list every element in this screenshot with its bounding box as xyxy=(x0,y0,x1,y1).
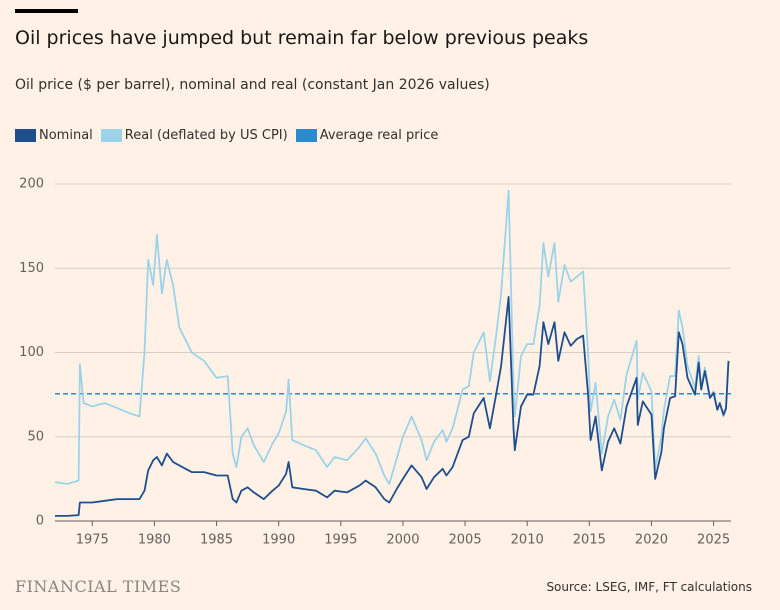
x-tick-label: 2000 xyxy=(386,533,419,548)
legend-item: Nominal xyxy=(15,128,93,143)
x-tick-label: 1990 xyxy=(262,533,295,548)
x-tick-label: 1975 xyxy=(76,533,109,548)
chart-subtitle: Oil price ($ per barrel), nominal and re… xyxy=(15,77,490,93)
x-tick-label: 2010 xyxy=(511,533,544,548)
x-tick-label: 2015 xyxy=(573,533,606,548)
y-tick-label: 100 xyxy=(19,345,44,360)
x-tick-label: 1980 xyxy=(138,533,171,548)
legend-swatch xyxy=(295,129,317,142)
y-tick-label: 200 xyxy=(19,177,44,192)
x-tick-label: 1985 xyxy=(200,533,233,548)
chart-title: Oil prices have jumped but remain far be… xyxy=(15,27,589,49)
source: Source: LSEG, IMF, FT calculations xyxy=(546,580,752,594)
legend-label: Nominal xyxy=(39,128,93,143)
x-tick-label: 2020 xyxy=(635,533,668,548)
y-tick-label: 0 xyxy=(36,514,44,529)
y-tick-label: 50 xyxy=(27,429,44,444)
x-tick-label: 2025 xyxy=(697,533,730,548)
y-tick-label: 150 xyxy=(19,261,44,276)
top-bar xyxy=(15,9,78,13)
legend: Nominal Real (deflated by US CPI) Average … xyxy=(15,128,438,143)
legend-swatch xyxy=(100,129,122,142)
series-line xyxy=(55,296,730,517)
legend-item: Real (deflated by US CPI) xyxy=(100,128,288,143)
x-tick-label: 2005 xyxy=(449,533,482,548)
legend-label: Real (deflated by US CPI) xyxy=(124,128,288,143)
x-tick-label: 1995 xyxy=(324,533,357,548)
legend-item: Average real price xyxy=(295,128,439,143)
legend-swatch xyxy=(15,129,36,142)
brand: FINANCIAL TIMES xyxy=(15,577,182,596)
legend-label: Average real price xyxy=(319,128,439,143)
series-line xyxy=(54,189,730,485)
